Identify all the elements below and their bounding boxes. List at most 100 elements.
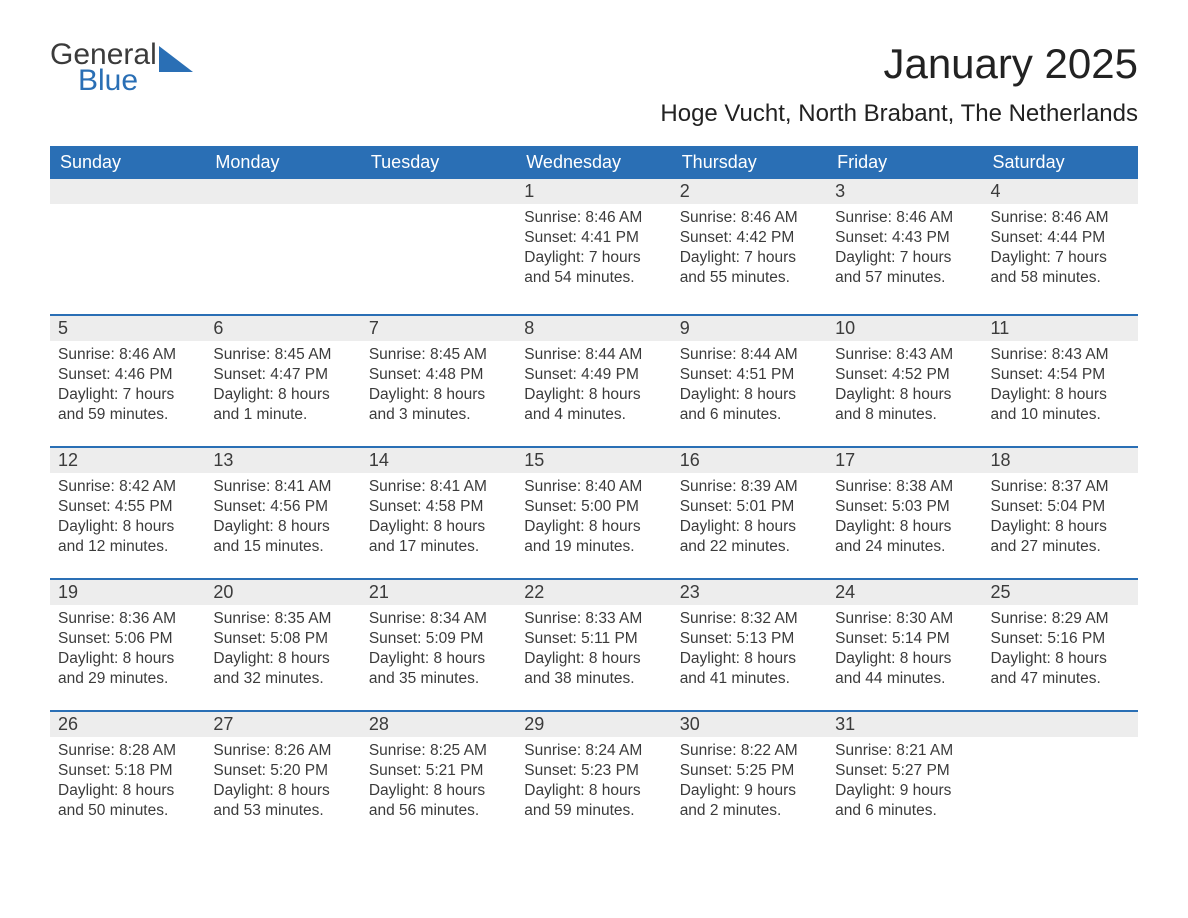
day-number: 2 bbox=[672, 179, 827, 204]
calendar-cell bbox=[205, 179, 360, 315]
day-body: Sunrise: 8:21 AMSunset: 5:27 PMDaylight:… bbox=[827, 737, 982, 830]
day-number: 18 bbox=[983, 448, 1138, 473]
day-body: Sunrise: 8:29 AMSunset: 5:16 PMDaylight:… bbox=[983, 605, 1138, 698]
day-body: Sunrise: 8:41 AMSunset: 4:58 PMDaylight:… bbox=[361, 473, 516, 566]
day-body: Sunrise: 8:43 AMSunset: 4:52 PMDaylight:… bbox=[827, 341, 982, 434]
calendar-cell: 29Sunrise: 8:24 AMSunset: 5:23 PMDayligh… bbox=[516, 711, 671, 843]
day-body: Sunrise: 8:43 AMSunset: 4:54 PMDaylight:… bbox=[983, 341, 1138, 434]
day-number: 14 bbox=[361, 448, 516, 473]
day-body: Sunrise: 8:40 AMSunset: 5:00 PMDaylight:… bbox=[516, 473, 671, 566]
calendar-cell: 12Sunrise: 8:42 AMSunset: 4:55 PMDayligh… bbox=[50, 447, 205, 579]
calendar-cell: 23Sunrise: 8:32 AMSunset: 5:13 PMDayligh… bbox=[672, 579, 827, 711]
day-number: 28 bbox=[361, 712, 516, 737]
day-body: Sunrise: 8:46 AMSunset: 4:43 PMDaylight:… bbox=[827, 204, 982, 297]
day-number: 30 bbox=[672, 712, 827, 737]
day-body: Sunrise: 8:22 AMSunset: 5:25 PMDaylight:… bbox=[672, 737, 827, 830]
day-number: 31 bbox=[827, 712, 982, 737]
calendar-cell: 20Sunrise: 8:35 AMSunset: 5:08 PMDayligh… bbox=[205, 579, 360, 711]
day-body: Sunrise: 8:36 AMSunset: 5:06 PMDaylight:… bbox=[50, 605, 205, 698]
day-body: Sunrise: 8:38 AMSunset: 5:03 PMDaylight:… bbox=[827, 473, 982, 566]
weekday-header: Friday bbox=[827, 146, 982, 179]
day-body: Sunrise: 8:28 AMSunset: 5:18 PMDaylight:… bbox=[50, 737, 205, 830]
calendar-cell bbox=[361, 179, 516, 315]
day-body: Sunrise: 8:24 AMSunset: 5:23 PMDaylight:… bbox=[516, 737, 671, 830]
calendar-cell: 18Sunrise: 8:37 AMSunset: 5:04 PMDayligh… bbox=[983, 447, 1138, 579]
calendar-table: SundayMondayTuesdayWednesdayThursdayFrid… bbox=[50, 146, 1138, 843]
calendar-cell: 24Sunrise: 8:30 AMSunset: 5:14 PMDayligh… bbox=[827, 579, 982, 711]
day-number: 5 bbox=[50, 316, 205, 341]
day-body: Sunrise: 8:42 AMSunset: 4:55 PMDaylight:… bbox=[50, 473, 205, 566]
day-number: 8 bbox=[516, 316, 671, 341]
calendar-cell: 10Sunrise: 8:43 AMSunset: 4:52 PMDayligh… bbox=[827, 315, 982, 447]
day-number: 27 bbox=[205, 712, 360, 737]
day-body: Sunrise: 8:41 AMSunset: 4:56 PMDaylight:… bbox=[205, 473, 360, 566]
day-number: 12 bbox=[50, 448, 205, 473]
weekday-header: Wednesday bbox=[516, 146, 671, 179]
day-number: 10 bbox=[827, 316, 982, 341]
day-number: 24 bbox=[827, 580, 982, 605]
empty-daynum bbox=[205, 179, 360, 204]
calendar-cell: 21Sunrise: 8:34 AMSunset: 5:09 PMDayligh… bbox=[361, 579, 516, 711]
day-number: 26 bbox=[50, 712, 205, 737]
day-number: 19 bbox=[50, 580, 205, 605]
day-body: Sunrise: 8:34 AMSunset: 5:09 PMDaylight:… bbox=[361, 605, 516, 698]
day-number: 4 bbox=[983, 179, 1138, 204]
day-body: Sunrise: 8:30 AMSunset: 5:14 PMDaylight:… bbox=[827, 605, 982, 698]
day-number: 20 bbox=[205, 580, 360, 605]
calendar-cell: 26Sunrise: 8:28 AMSunset: 5:18 PMDayligh… bbox=[50, 711, 205, 843]
day-body: Sunrise: 8:33 AMSunset: 5:11 PMDaylight:… bbox=[516, 605, 671, 698]
day-body: Sunrise: 8:46 AMSunset: 4:44 PMDaylight:… bbox=[983, 204, 1138, 297]
calendar-cell: 2Sunrise: 8:46 AMSunset: 4:42 PMDaylight… bbox=[672, 179, 827, 315]
empty-daynum bbox=[983, 712, 1138, 737]
day-body: Sunrise: 8:44 AMSunset: 4:51 PMDaylight:… bbox=[672, 341, 827, 434]
day-number: 6 bbox=[205, 316, 360, 341]
empty-daynum bbox=[361, 179, 516, 204]
logo: General Blue bbox=[50, 40, 193, 96]
day-number: 15 bbox=[516, 448, 671, 473]
day-number: 22 bbox=[516, 580, 671, 605]
weekday-header: Thursday bbox=[672, 146, 827, 179]
day-body: Sunrise: 8:45 AMSunset: 4:47 PMDaylight:… bbox=[205, 341, 360, 434]
day-number: 11 bbox=[983, 316, 1138, 341]
day-body: Sunrise: 8:35 AMSunset: 5:08 PMDaylight:… bbox=[205, 605, 360, 698]
page-title: January 2025 bbox=[883, 40, 1138, 88]
day-number: 23 bbox=[672, 580, 827, 605]
calendar-cell: 19Sunrise: 8:36 AMSunset: 5:06 PMDayligh… bbox=[50, 579, 205, 711]
day-body: Sunrise: 8:26 AMSunset: 5:20 PMDaylight:… bbox=[205, 737, 360, 830]
day-body: Sunrise: 8:37 AMSunset: 5:04 PMDaylight:… bbox=[983, 473, 1138, 566]
calendar-cell: 17Sunrise: 8:38 AMSunset: 5:03 PMDayligh… bbox=[827, 447, 982, 579]
calendar-cell: 27Sunrise: 8:26 AMSunset: 5:20 PMDayligh… bbox=[205, 711, 360, 843]
calendar-cell: 25Sunrise: 8:29 AMSunset: 5:16 PMDayligh… bbox=[983, 579, 1138, 711]
calendar-cell bbox=[983, 711, 1138, 843]
empty-daynum bbox=[50, 179, 205, 204]
day-number: 1 bbox=[516, 179, 671, 204]
weekday-header: Monday bbox=[205, 146, 360, 179]
calendar-cell: 1Sunrise: 8:46 AMSunset: 4:41 PMDaylight… bbox=[516, 179, 671, 315]
day-number: 25 bbox=[983, 580, 1138, 605]
calendar-cell: 5Sunrise: 8:46 AMSunset: 4:46 PMDaylight… bbox=[50, 315, 205, 447]
calendar-cell: 30Sunrise: 8:22 AMSunset: 5:25 PMDayligh… bbox=[672, 711, 827, 843]
calendar-cell: 11Sunrise: 8:43 AMSunset: 4:54 PMDayligh… bbox=[983, 315, 1138, 447]
calendar-cell: 31Sunrise: 8:21 AMSunset: 5:27 PMDayligh… bbox=[827, 711, 982, 843]
weekday-header: Sunday bbox=[50, 146, 205, 179]
calendar-cell: 28Sunrise: 8:25 AMSunset: 5:21 PMDayligh… bbox=[361, 711, 516, 843]
day-number: 16 bbox=[672, 448, 827, 473]
day-body: Sunrise: 8:46 AMSunset: 4:41 PMDaylight:… bbox=[516, 204, 671, 297]
calendar-cell: 8Sunrise: 8:44 AMSunset: 4:49 PMDaylight… bbox=[516, 315, 671, 447]
calendar-cell: 3Sunrise: 8:46 AMSunset: 4:43 PMDaylight… bbox=[827, 179, 982, 315]
calendar-cell: 14Sunrise: 8:41 AMSunset: 4:58 PMDayligh… bbox=[361, 447, 516, 579]
day-body: Sunrise: 8:45 AMSunset: 4:48 PMDaylight:… bbox=[361, 341, 516, 434]
day-body: Sunrise: 8:46 AMSunset: 4:42 PMDaylight:… bbox=[672, 204, 827, 297]
calendar-cell: 6Sunrise: 8:45 AMSunset: 4:47 PMDaylight… bbox=[205, 315, 360, 447]
day-body: Sunrise: 8:32 AMSunset: 5:13 PMDaylight:… bbox=[672, 605, 827, 698]
day-body: Sunrise: 8:39 AMSunset: 5:01 PMDaylight:… bbox=[672, 473, 827, 566]
calendar-cell bbox=[50, 179, 205, 315]
day-body: Sunrise: 8:25 AMSunset: 5:21 PMDaylight:… bbox=[361, 737, 516, 830]
logo-triangle-icon bbox=[159, 46, 193, 72]
calendar-cell: 4Sunrise: 8:46 AMSunset: 4:44 PMDaylight… bbox=[983, 179, 1138, 315]
calendar-cell: 15Sunrise: 8:40 AMSunset: 5:00 PMDayligh… bbox=[516, 447, 671, 579]
day-number: 7 bbox=[361, 316, 516, 341]
location-subtitle: Hoge Vucht, North Brabant, The Netherlan… bbox=[50, 100, 1138, 128]
day-number: 3 bbox=[827, 179, 982, 204]
day-number: 29 bbox=[516, 712, 671, 737]
